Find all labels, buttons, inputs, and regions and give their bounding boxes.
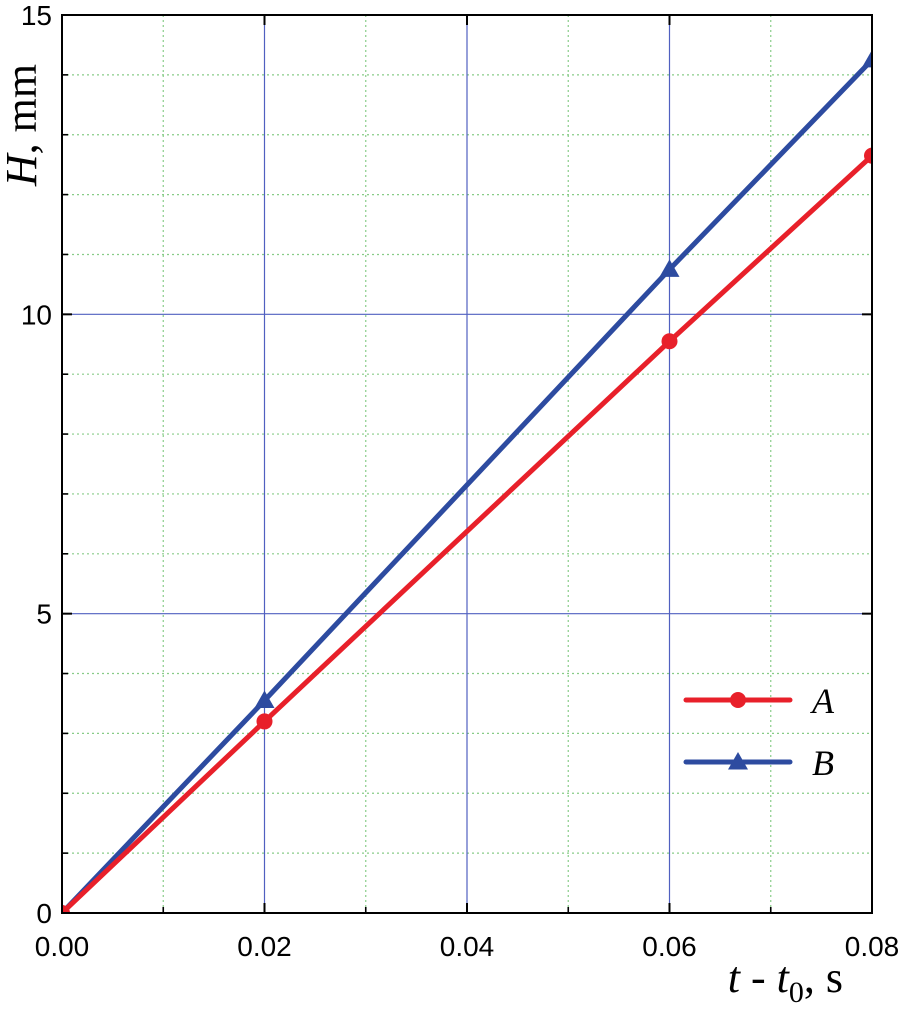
data-point-A [661,333,678,350]
data-point-A [256,713,273,730]
x-tick-label: 0.02 [237,931,292,962]
legend: AB [683,681,835,783]
y-tick-label: 10 [21,299,52,330]
data-point-B [659,259,680,277]
x-tick-label: 0.08 [845,931,900,962]
y-tick-label: 5 [36,599,52,630]
series-line-B [62,57,872,913]
data-point-B [254,690,275,708]
series-line-A [62,153,872,913]
data-point-A [864,147,872,164]
data-point-A [62,905,70,913]
x-axis-label-unit: , s [804,953,843,1002]
y-axis-label-var: H [0,152,46,187]
y-tick-label: 0 [36,898,52,929]
data-point-B [862,49,872,68]
series-A [62,147,872,913]
y-tick-label: 15 [21,0,52,31]
x-axis-label: t - t0, s [728,953,843,1009]
ticks: 0.00 0.02 0.04 0.06 0.08 0 5 10 15 [21,0,899,962]
x-tick-label: 0.06 [642,931,697,962]
x-axis-label-sub: 0 [789,976,804,1009]
legend-marker-B [728,752,748,770]
series-group [62,49,872,913]
y-axis-label: H, mm [0,64,46,187]
x-axis-label-var: t [728,953,742,1002]
legend-label-B: B [812,743,834,783]
grid [62,15,872,913]
legend-label-A: A [810,681,835,721]
x-tick-label: 0.04 [440,931,495,962]
x-tick-label: 0.00 [35,931,90,962]
x-axis-label-var2: t [777,953,791,1002]
x-axis-label-sep: - [740,953,777,1002]
series-B [62,49,872,913]
legend-marker-A [730,692,746,708]
y-axis-label-unit: , mm [0,64,46,154]
